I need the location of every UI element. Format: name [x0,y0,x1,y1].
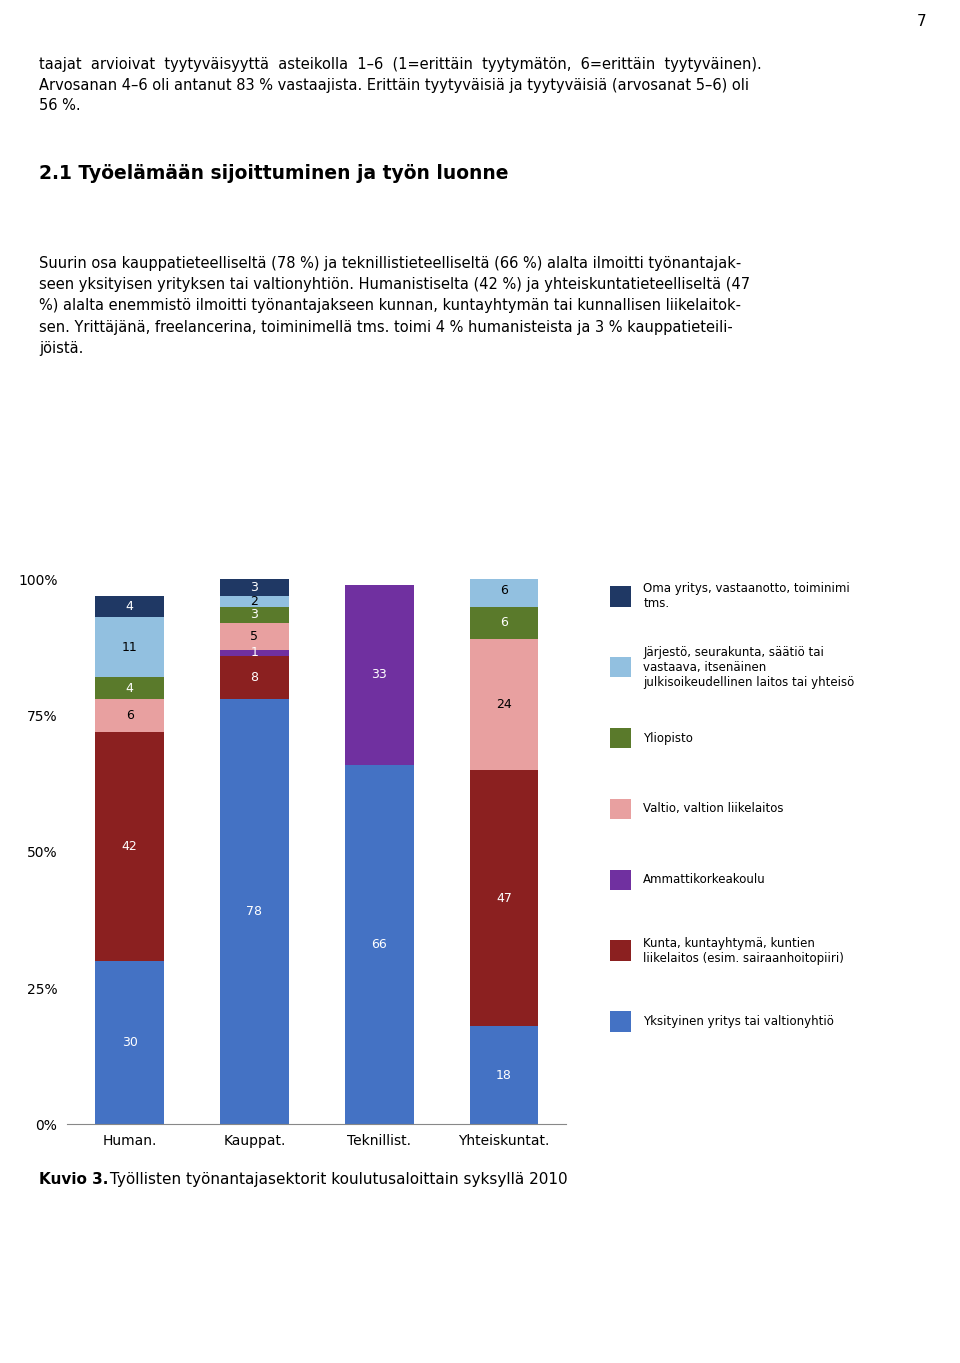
Text: 2.1 Työelämään sijoittuminen ja työn luonne: 2.1 Työelämään sijoittuminen ja työn luo… [39,164,509,183]
Text: Yliopisto: Yliopisto [643,732,693,744]
Text: Suurin osa kauppatieteelliseltä (78 %) ja teknillistieteelliseltä (66 %) alalta : Suurin osa kauppatieteelliseltä (78 %) j… [39,256,742,271]
Text: %) alalta enemmistö ilmoitti työnantajakseen kunnan, kuntayhtymän tai kunnallise: %) alalta enemmistö ilmoitti työnantajak… [39,298,741,313]
Bar [220,607,289,623]
Bar [469,639,539,770]
Text: 42: 42 [122,840,137,853]
Text: 5: 5 [251,630,258,643]
Text: 66: 66 [372,938,387,951]
Bar [469,541,539,574]
Text: Järjestö, seurakunta, säätiö tai
vastaava, itsenäinen
julkisoikeudellinen laitos: Järjestö, seurakunta, säätiö tai vastaav… [643,646,854,688]
Bar [220,596,289,607]
Bar [220,699,289,1124]
Text: 6: 6 [500,551,508,564]
Text: 78: 78 [247,905,262,919]
Bar [345,585,414,765]
Bar [220,656,289,699]
Bar [469,1026,539,1124]
Bar [95,699,164,732]
Bar [220,650,289,656]
Text: 3: 3 [251,608,258,622]
Bar [469,607,539,639]
Text: Kuvio 3.: Kuvio 3. [39,1172,108,1187]
Text: 30: 30 [122,1036,137,1050]
Text: 6: 6 [500,583,508,597]
Bar [95,596,164,617]
Bar [220,623,289,650]
Bar [95,617,164,677]
Text: 56 %.: 56 %. [39,98,81,113]
Text: 18: 18 [496,1069,512,1082]
Text: 11: 11 [122,641,137,654]
Bar [95,961,164,1124]
Text: Työllisten työnantajasektorit koulutusaloittain syksyllä 2010: Työllisten työnantajasektorit koulutusal… [105,1172,567,1187]
Text: Kunta, kuntayhtymä, kuntien
liikelaitos (esim. sairaanhoitopiiri): Kunta, kuntayhtymä, kuntien liikelaitos … [643,936,844,965]
Text: jöistä.: jöistä. [39,341,84,356]
Text: 47: 47 [496,891,512,905]
Bar [220,579,289,596]
Text: 4: 4 [126,600,133,613]
Text: 2: 2 [251,594,258,608]
Text: sen. Yrittäjänä, freelancerina, toiminimellä tms. toimi 4 % humanisteista ja 3 %: sen. Yrittäjänä, freelancerina, toiminim… [39,319,733,335]
Text: 24: 24 [496,698,512,711]
Text: Arvosanan 4–6 oli antanut 83 % vastaajista. Erittäin tyytyväisiä ja tyytyväisiä : Arvosanan 4–6 oli antanut 83 % vastaajis… [39,78,750,93]
Text: 3: 3 [251,581,258,594]
Text: 4: 4 [126,682,133,695]
Text: 6: 6 [500,616,508,630]
Text: Yksityinen yritys tai valtionyhtiö: Yksityinen yritys tai valtionyhtiö [643,1015,834,1028]
Bar [95,677,164,699]
Bar [345,765,414,1124]
Text: 8: 8 [251,671,258,684]
Text: Valtio, valtion liikelaitos: Valtio, valtion liikelaitos [643,803,783,815]
Text: 33: 33 [372,668,387,682]
Bar [95,732,164,961]
Text: 7: 7 [917,14,926,29]
Text: Oma yritys, vastaanotto, toiminimi
tms.: Oma yritys, vastaanotto, toiminimi tms. [643,582,850,611]
Bar [469,574,539,607]
Bar [469,770,539,1026]
Text: seen yksityisen yrityksen tai valtionyhtiön. Humanistiselta (42 %) ja yhteiskunt: seen yksityisen yrityksen tai valtionyht… [39,277,751,293]
Text: Ammattikorkeakoulu: Ammattikorkeakoulu [643,874,766,886]
Text: 1: 1 [251,646,258,660]
Text: 6: 6 [126,709,133,722]
Text: taajat  arvioivat  tyytyväisyyttä  asteikolla  1–6  (1=erittäin  tyytymätön,  6=: taajat arvioivat tyytyväisyyttä asteikol… [39,57,762,72]
